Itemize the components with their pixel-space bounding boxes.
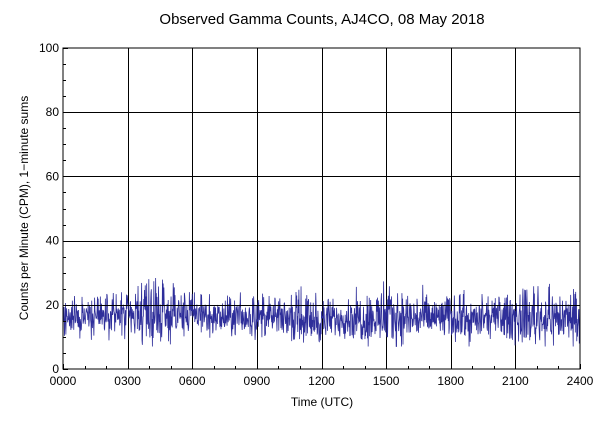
axis-ticks [63, 48, 581, 370]
x-tick-label: 0600 [179, 374, 206, 388]
x-tick-label: 1500 [373, 374, 400, 388]
x-tick-label: 2100 [502, 374, 529, 388]
y-tick-label: 40 [46, 234, 60, 248]
x-tick-label: 1200 [308, 374, 335, 388]
x-tick-label: 0900 [244, 374, 271, 388]
x-tick-labels: 0000 0300 0600 0900 1200 1500 1800 2100 2400 [50, 374, 594, 388]
plot-frame [62, 47, 581, 370]
x-tick-label: 0000 [50, 374, 77, 388]
x-tick-label: 1800 [437, 374, 464, 388]
y-tick-labels: 0 20 40 60 80 100 [39, 41, 59, 376]
y-tick-label: 60 [46, 169, 60, 183]
series-line-cpm [62, 277, 581, 347]
y-tick-label: 20 [46, 298, 60, 312]
y-axis-label: Counts per Minute (CPM), 1−minute sums [17, 96, 31, 320]
plot-grid [63, 48, 580, 369]
y-tick-label: 100 [39, 41, 59, 55]
chart-title: Observed Gamma Counts, AJ4CO, 08 May 201… [159, 11, 484, 28]
x-tick-label: 0300 [114, 374, 141, 388]
y-tick-label: 80 [46, 105, 60, 119]
x-axis-label: Time (UTC) [291, 395, 353, 409]
series-layer [62, 277, 581, 347]
x-tick-label: 2400 [567, 374, 594, 388]
y-tick-label: 0 [52, 362, 59, 376]
